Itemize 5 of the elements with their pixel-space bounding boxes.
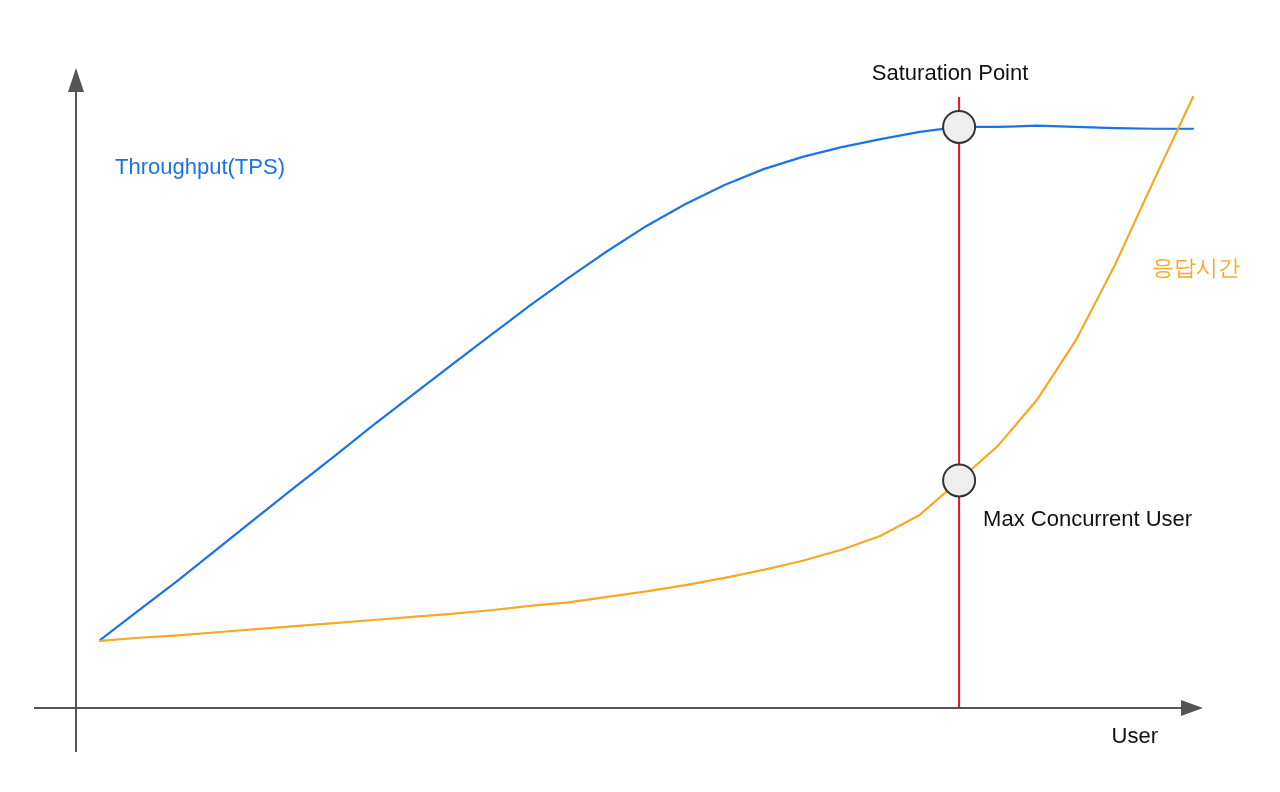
- text: Saturation Point: [871, 60, 1029, 85]
- annotation: Max Concurrent User: [983, 506, 1193, 532]
- series-label: 응답시간: [1152, 255, 1240, 280]
- x-axis-title: User: [1111, 723, 1158, 748]
- text: Throughput(TPS): [115, 154, 285, 179]
